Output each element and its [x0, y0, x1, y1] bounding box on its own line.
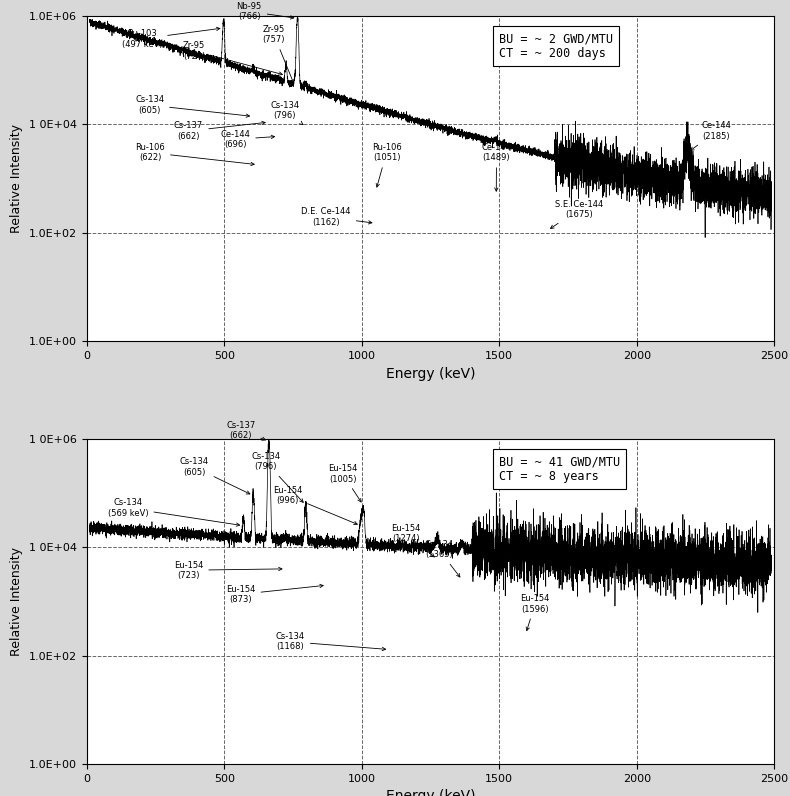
- Text: Zr-95
(757): Zr-95 (757): [262, 25, 294, 83]
- Text: Ce-144
(1489): Ce-144 (1489): [482, 142, 511, 191]
- Text: Cs-134
(796): Cs-134 (796): [270, 100, 303, 125]
- Text: Nb-95
(766): Nb-95 (766): [236, 2, 294, 21]
- Text: Eu-154
(1005): Eu-154 (1005): [328, 464, 361, 502]
- Y-axis label: Relative Intensity: Relative Intensity: [10, 124, 24, 233]
- Text: Eu-154
(873): Eu-154 (873): [226, 584, 323, 604]
- Text: Cs-134
(796): Cs-134 (796): [251, 452, 303, 502]
- Text: Ce-144
(696): Ce-144 (696): [220, 130, 275, 149]
- Text: Cs-134
(605): Cs-134 (605): [135, 96, 250, 117]
- Text: Eu-154
(1596): Eu-154 (1596): [521, 594, 550, 630]
- Text: Cs-134
(1168): Cs-134 (1168): [276, 632, 386, 651]
- Text: BU = ~ 2 GWD/MTU
CT = ~ 200 days: BU = ~ 2 GWD/MTU CT = ~ 200 days: [499, 32, 613, 60]
- Text: Cs-134
(569 keV): Cs-134 (569 keV): [107, 498, 239, 526]
- Text: Ru-103
(497 keV): Ru-103 (497 keV): [122, 27, 220, 49]
- Text: Ru-106
(1051): Ru-106 (1051): [371, 142, 401, 187]
- Text: Cs-134
(605): Cs-134 (605): [179, 458, 250, 494]
- Text: Cs-134
(1365): Cs-134 (1365): [424, 540, 460, 577]
- Text: Eu-154
(1274): Eu-154 (1274): [391, 524, 435, 557]
- Text: Ru-106
(622): Ru-106 (622): [135, 142, 254, 166]
- Text: Eu-154
(723): Eu-154 (723): [174, 560, 282, 580]
- Text: Zr-95
(724): Zr-95 (724): [183, 41, 282, 75]
- Text: S.E. Ce-144
(1675): S.E. Ce-144 (1675): [551, 200, 603, 228]
- Text: Ce-144
(2185): Ce-144 (2185): [690, 121, 732, 150]
- Text: D.E. Ce-144
(1162): D.E. Ce-144 (1162): [301, 207, 372, 227]
- Text: Cs-137
(662): Cs-137 (662): [174, 121, 265, 141]
- X-axis label: Energy (keV): Energy (keV): [386, 790, 476, 796]
- Y-axis label: Relative Intensity: Relative Intensity: [10, 547, 24, 656]
- Text: Eu-154
(996): Eu-154 (996): [273, 486, 357, 525]
- Text: BU = ~ 41 GWD/MTU
CT = ~ 8 years: BU = ~ 41 GWD/MTU CT = ~ 8 years: [499, 455, 620, 483]
- X-axis label: Energy (keV): Energy (keV): [386, 366, 476, 380]
- Text: Cs-137
(662): Cs-137 (662): [226, 420, 265, 440]
